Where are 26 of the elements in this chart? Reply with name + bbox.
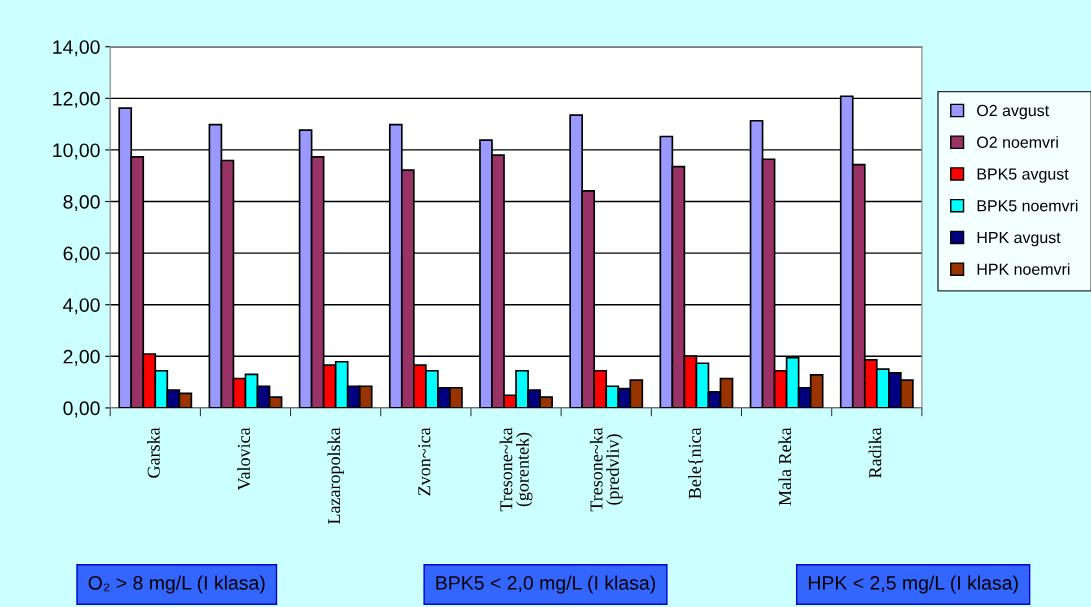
x-tick-label: Mala Reka [778, 427, 792, 506]
y-tick-label: 4,00 [63, 298, 100, 315]
y-tick-label: 8,00 [63, 194, 100, 212]
legend-label: O2 avgust [977, 104, 1050, 120]
x-tick-label: Tresone~ka (predvliv) [589, 427, 623, 512]
legend-label: HPK avgust [977, 232, 1061, 247]
text: O₂ > 8 mg/L (I klasa) [88, 575, 265, 594]
y-tick-label: 12,00 [53, 91, 100, 108]
legend-label: BPK5 avgust [977, 168, 1069, 183]
legend-label: BPK5 noemvri [977, 199, 1078, 212]
x-tick-label: Valovica [237, 427, 251, 491]
x-tick-label: Garska [147, 427, 160, 478]
x-tick-label: Lazaropolska [327, 427, 344, 525]
x-tick-label: Zvon~ica [418, 427, 431, 496]
legend-label: HPK noemvri [977, 263, 1070, 275]
x-tick-label: Bele{nica [688, 427, 704, 499]
x-tick-label: Tresone~ka (gorentek) [499, 427, 533, 512]
y-tick-label: 0,00 [63, 401, 100, 418]
y-tick-label: 2,00 [63, 349, 100, 366]
x-tick-label: Radika [868, 427, 882, 478]
legend-label: O2 noemvri [977, 136, 1058, 148]
text: BPK5 < 2,0 mg/L (I klasa) [436, 575, 655, 594]
y-tick-label: 6,00 [63, 246, 100, 263]
y-tick-label: 14,00 [53, 40, 100, 57]
text: HPK < 2,5 mg/L (I klasa) [808, 575, 1018, 594]
y-tick-label: 10,00 [53, 143, 100, 160]
